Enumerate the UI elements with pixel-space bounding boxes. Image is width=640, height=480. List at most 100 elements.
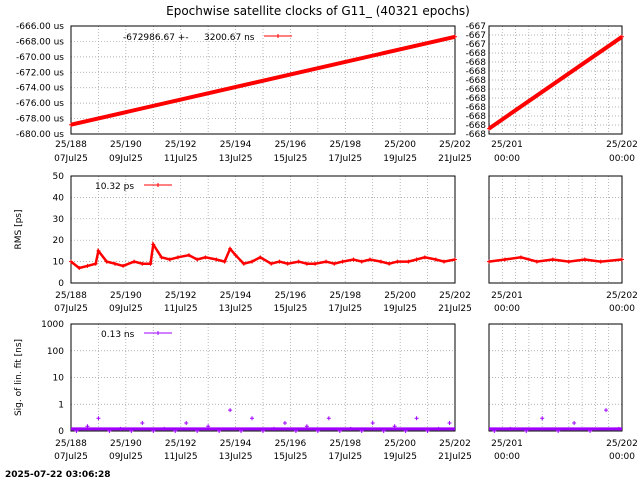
rms-series-point bbox=[214, 257, 219, 262]
sig-ytick-label: 0 bbox=[58, 427, 64, 437]
sig-xtick-date: 19Jul25 bbox=[383, 452, 417, 462]
rms-series-point bbox=[269, 261, 274, 266]
clock-xtick-day: 25/198 bbox=[329, 140, 361, 150]
clock-zoom-ytick-label: -668 bbox=[466, 112, 487, 122]
rms-series-point bbox=[186, 253, 191, 258]
rms-series-point bbox=[313, 261, 318, 266]
clock-series-point bbox=[453, 34, 457, 39]
clock-zoom-ytick-label: -667 bbox=[466, 40, 486, 50]
rms-series-point bbox=[304, 261, 309, 266]
clock-ytick-label: -674.00 us bbox=[16, 84, 64, 94]
rms-series-line bbox=[70, 241, 456, 270]
sig-zoom-series-point bbox=[604, 408, 609, 413]
clock-zoom-series-line bbox=[487, 35, 624, 131]
rms-series-point bbox=[359, 259, 364, 264]
clock-zoom-ytick-label: -668 bbox=[466, 76, 487, 86]
sig-xtick-date: 11Jul25 bbox=[164, 452, 198, 462]
sig-ytick-label: 100 bbox=[47, 347, 64, 357]
rms-series-point bbox=[121, 263, 126, 268]
sig-zoom-xtick-day: 25/201 bbox=[491, 439, 523, 449]
rms-series-point bbox=[203, 255, 208, 260]
clock-ytick-label: -672.00 us bbox=[16, 68, 64, 78]
rms-series-point bbox=[340, 259, 345, 264]
rms-xtick-day: 25/194 bbox=[220, 291, 252, 301]
clock-ytick-label: -670.00 us bbox=[16, 53, 64, 63]
sig-zoom-xtick-time: 00:00 bbox=[609, 452, 635, 462]
sig-xtick-date: 17Jul25 bbox=[328, 452, 362, 462]
rms-series-point bbox=[324, 259, 329, 264]
sig-xtick-day: 25/192 bbox=[165, 439, 197, 449]
clock-ytick-label: -678.00 us bbox=[16, 115, 64, 125]
sig-zoom-grid bbox=[489, 324, 622, 431]
rms-series-point bbox=[387, 261, 392, 266]
rms-zoom-grid bbox=[489, 176, 622, 283]
legend-sigma-label: 3200.67 ns bbox=[204, 33, 255, 43]
clock-zoom-series-point bbox=[487, 126, 491, 131]
rms-legend: 10.32 ps bbox=[95, 182, 172, 192]
clock-series-point bbox=[69, 122, 73, 127]
rms-series-point bbox=[332, 261, 337, 266]
sig-xtick-date: 15Jul25 bbox=[274, 452, 308, 462]
clock-xtick-date: 19Jul25 bbox=[383, 154, 417, 164]
clock-xtick-date: 09Jul25 bbox=[109, 154, 143, 164]
rms-ytick-label: 10 bbox=[53, 258, 65, 268]
sig-xtick-date: 21Jul25 bbox=[438, 452, 472, 462]
clock-xtick-day: 25/188 bbox=[55, 140, 87, 150]
clock-xtick-day: 25/196 bbox=[275, 140, 307, 150]
sig-zoom-series-point bbox=[572, 420, 577, 425]
sig-series-point bbox=[140, 420, 145, 425]
clock-zoom-grid bbox=[489, 26, 622, 134]
sig-zoom-xtick-time: 00:00 bbox=[494, 452, 520, 462]
clock-zoom-ytick-label: -668 bbox=[466, 58, 487, 68]
sig-xtick-day: 25/188 bbox=[55, 439, 87, 449]
rms-series-point bbox=[395, 259, 400, 264]
sig-series-point bbox=[370, 420, 375, 425]
rms-zoom-series-point bbox=[487, 259, 491, 264]
rms-xtick-date: 21Jul25 bbox=[438, 304, 472, 314]
rms-series-point bbox=[378, 259, 383, 264]
rms-series-point bbox=[414, 257, 419, 262]
sig-zoom-xtick-day: 25/202 bbox=[606, 439, 638, 449]
clock-xtick-day: 25/192 bbox=[165, 140, 197, 150]
sig-xtick-date: 09Jul25 bbox=[109, 452, 143, 462]
sig-ytick-label: 10 bbox=[53, 374, 65, 384]
clock-ytick-label: -676.00 us bbox=[16, 99, 64, 109]
clock-ytick-label: -680.00 us bbox=[16, 130, 64, 140]
sig-series-point bbox=[228, 408, 233, 413]
rms-zoom-series-point bbox=[534, 259, 539, 264]
clock-panel: -666.00 us -668.00 us -670.00 us -672.00 us… bbox=[16, 22, 472, 164]
rms-zoom-series-point bbox=[620, 257, 624, 262]
sig-xtick-day: 25/194 bbox=[220, 439, 252, 449]
legend-label: 10.32 ps bbox=[95, 182, 134, 192]
rms-series-point bbox=[422, 255, 427, 260]
rms-series-point bbox=[77, 266, 82, 271]
sig-legend: 0.13 ns bbox=[101, 330, 172, 340]
rms-xtick-day: 25/190 bbox=[110, 291, 142, 301]
sig-xtick-date: 13Jul25 bbox=[219, 452, 253, 462]
rms-series-point bbox=[277, 259, 282, 264]
rms-series-point bbox=[167, 257, 172, 262]
rms-series-point bbox=[69, 259, 73, 264]
legend-label: 0.13 ns bbox=[101, 330, 135, 340]
rms-series-point bbox=[228, 246, 233, 251]
rms-zoom-series-point bbox=[518, 255, 523, 260]
clock-xtick-day: 25/200 bbox=[384, 140, 416, 150]
clock-zoom-xtick-day: 25/202 bbox=[606, 140, 638, 150]
rms-zoom-xtick-day: 25/202 bbox=[606, 291, 638, 301]
clock-zoom-frame bbox=[488, 25, 623, 135]
clock-zoom-ytick-label: -668 bbox=[466, 85, 487, 95]
clock-ytick-label: -666.00 us bbox=[16, 22, 64, 32]
rms-series-point bbox=[148, 261, 153, 266]
rms-series-point bbox=[96, 248, 101, 253]
clock-zoom-ytick-label: -667 bbox=[466, 31, 486, 41]
rms-xtick-date: 11Jul25 bbox=[164, 304, 198, 314]
clock-zoom-series-point bbox=[620, 34, 624, 39]
rms-xtick-date: 15Jul25 bbox=[274, 304, 308, 314]
sig-xtick-date: 07Jul25 bbox=[54, 452, 88, 462]
clock-series-line bbox=[70, 34, 456, 127]
clock-xtick-date: 07Jul25 bbox=[54, 154, 88, 164]
clock-zoom-xtick-time: 00:00 bbox=[609, 154, 635, 164]
rms-series-point bbox=[104, 259, 109, 264]
sig-zoom-frame bbox=[488, 323, 623, 432]
